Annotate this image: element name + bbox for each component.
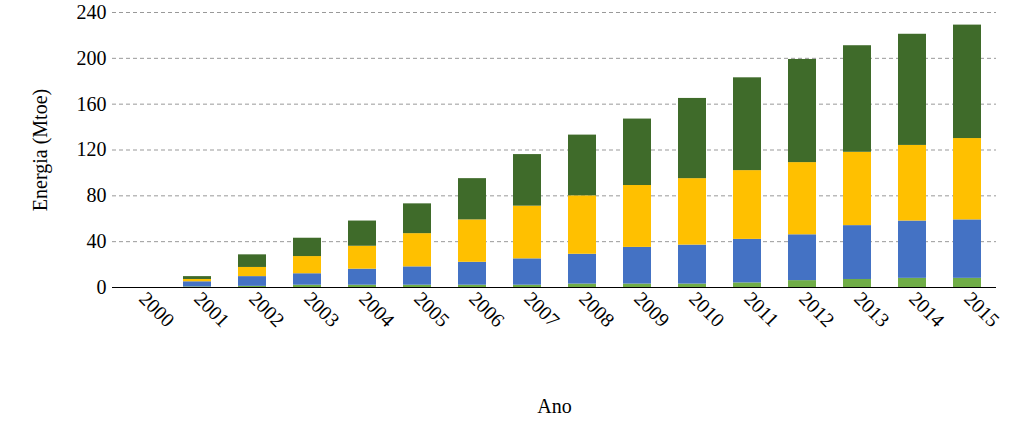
svg-text:2002: 2002 [245, 287, 289, 331]
svg-text:120: 120 [77, 138, 107, 160]
svg-text:2013: 2013 [850, 287, 894, 331]
svg-text:160: 160 [77, 93, 107, 115]
svg-text:2004: 2004 [355, 287, 399, 331]
svg-text:2008: 2008 [575, 287, 619, 331]
svg-text:200: 200 [77, 47, 107, 69]
svg-text:240: 240 [77, 1, 107, 23]
svg-text:2003: 2003 [300, 287, 344, 331]
svg-text:40: 40 [87, 230, 107, 252]
svg-text:Ano: Ano [537, 395, 571, 417]
svg-text:2014: 2014 [905, 287, 949, 331]
svg-text:2001: 2001 [190, 287, 234, 331]
svg-text:2011: 2011 [740, 287, 783, 330]
svg-text:2000: 2000 [135, 287, 179, 331]
svg-text:80: 80 [87, 184, 107, 206]
svg-text:2005: 2005 [410, 287, 454, 331]
svg-text:2012: 2012 [795, 287, 839, 331]
svg-text:0: 0 [97, 276, 107, 298]
svg-text:2009: 2009 [630, 287, 674, 331]
svg-text:2007: 2007 [520, 287, 564, 331]
svg-text:2015: 2015 [960, 287, 1004, 331]
svg-text:2010: 2010 [685, 287, 729, 331]
svg-text:Energia (Mtoe): Energia (Mtoe) [29, 89, 52, 211]
svg-text:2006: 2006 [465, 287, 509, 331]
